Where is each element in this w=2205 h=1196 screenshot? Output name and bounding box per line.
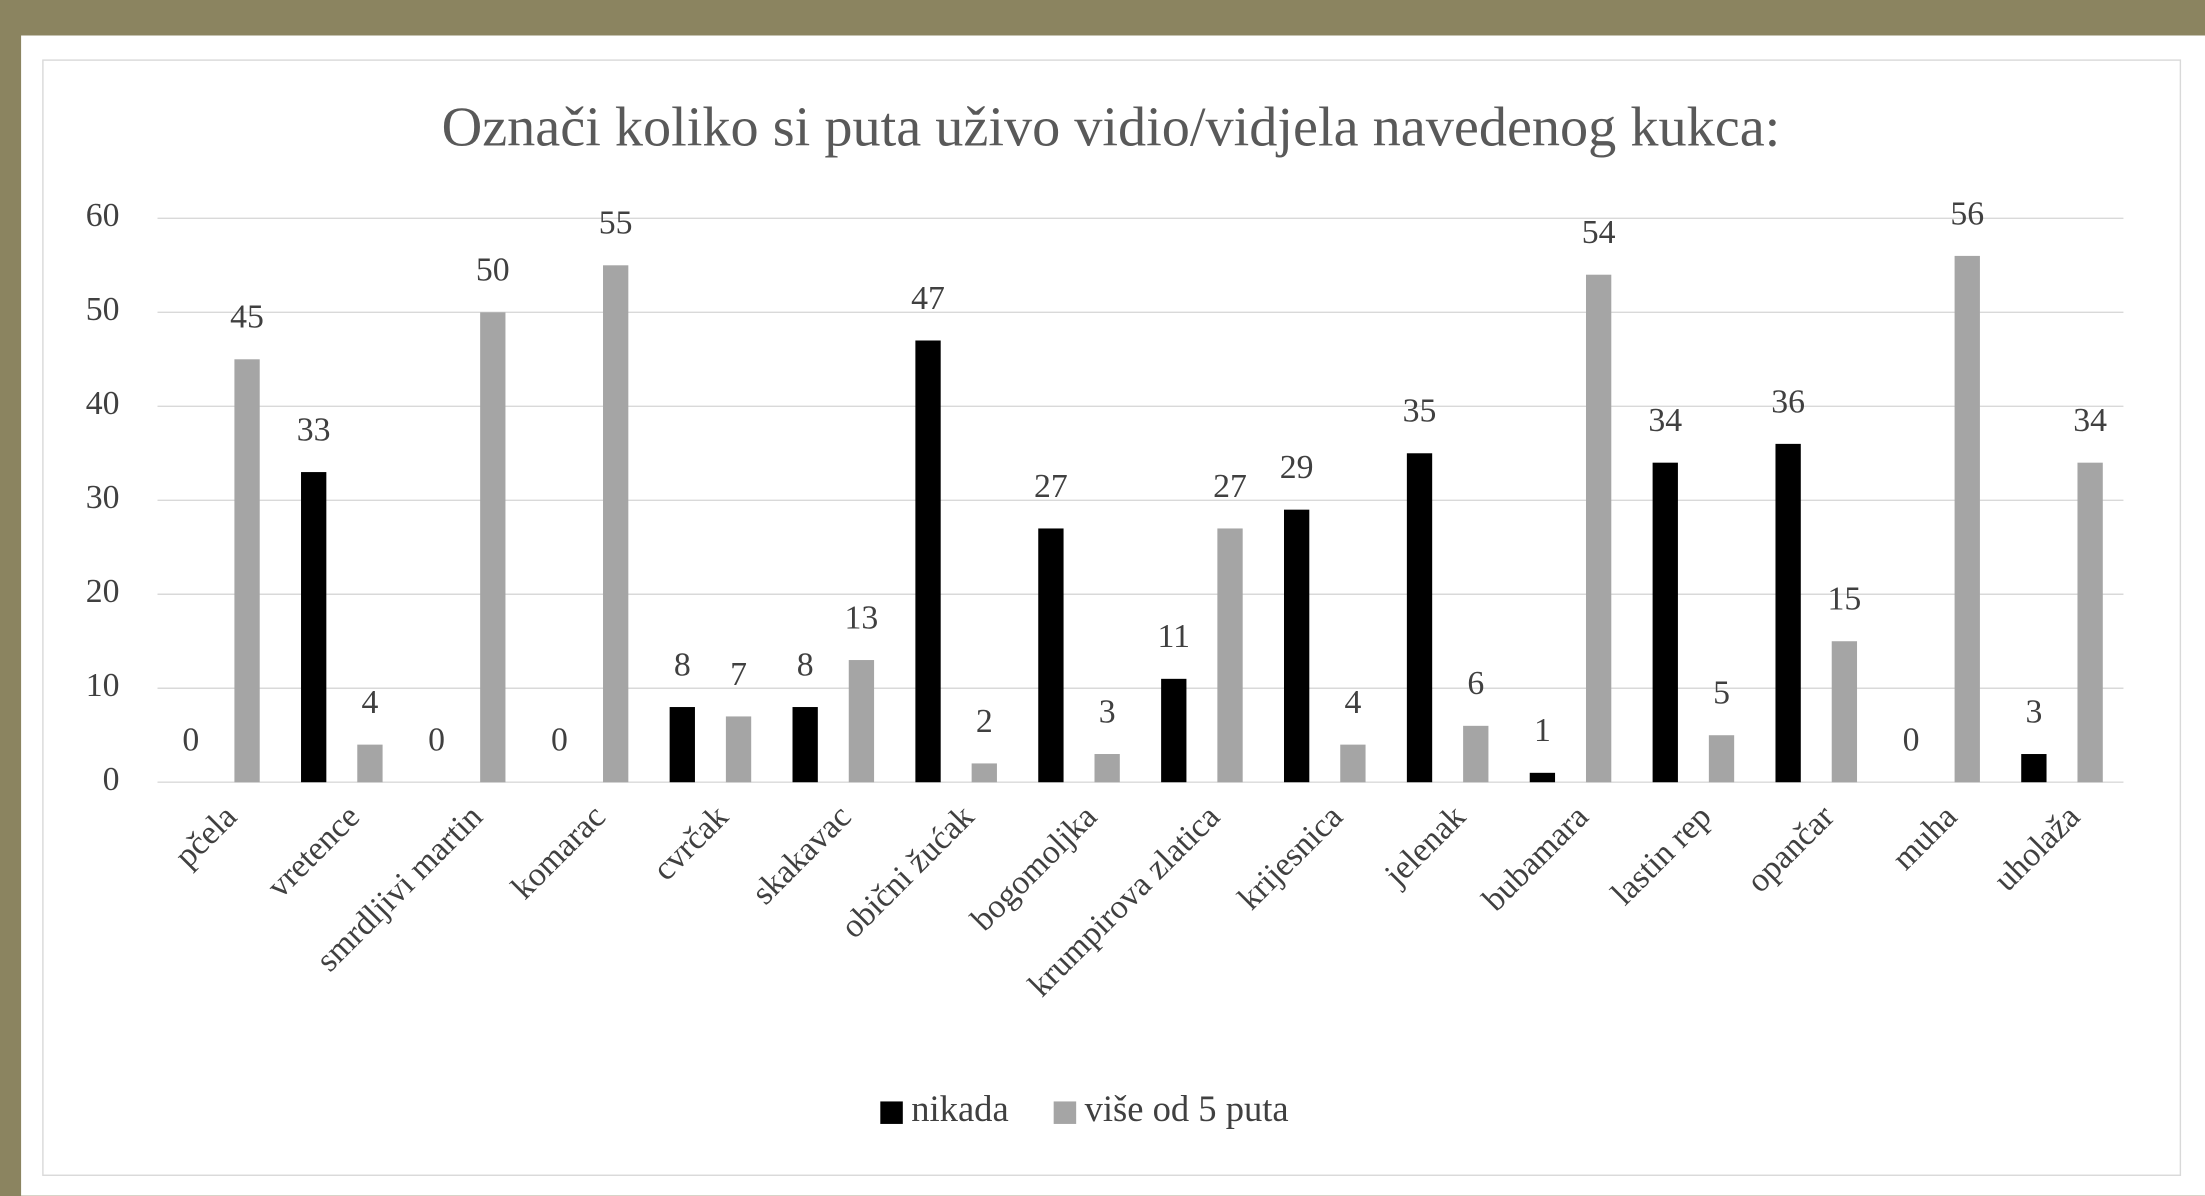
bar bbox=[2077, 462, 2103, 783]
chart-frame bbox=[42, 59, 2182, 1176]
bar bbox=[792, 707, 818, 783]
legend-label: više od 5 puta bbox=[1085, 1088, 1289, 1129]
data-label: 0 bbox=[1903, 722, 1920, 759]
bar bbox=[480, 312, 506, 783]
data-label: 34 bbox=[2073, 402, 2107, 439]
bar bbox=[1283, 509, 1310, 783]
legend-swatch bbox=[880, 1101, 903, 1124]
y-tick-label: 60 bbox=[86, 197, 120, 234]
data-label: 6 bbox=[1467, 665, 1484, 702]
data-label: 29 bbox=[1280, 449, 1314, 486]
bar bbox=[1094, 754, 1120, 783]
bar bbox=[915, 340, 941, 783]
y-tick-label: 50 bbox=[86, 291, 120, 328]
data-label: 35 bbox=[1403, 393, 1437, 430]
y-tick-label: 20 bbox=[86, 573, 120, 610]
bar bbox=[1038, 528, 1064, 783]
y-tick-label: 0 bbox=[103, 761, 120, 798]
data-label: 50 bbox=[476, 252, 510, 289]
legend-label: nikada bbox=[911, 1088, 1008, 1129]
bar bbox=[1831, 641, 1858, 783]
bar bbox=[1217, 528, 1243, 783]
data-label: 56 bbox=[1950, 195, 1984, 232]
data-label: 1 bbox=[1534, 712, 1551, 749]
bar bbox=[848, 660, 875, 783]
bar bbox=[1708, 735, 1735, 783]
y-tick-label: 10 bbox=[86, 667, 120, 704]
data-label: 8 bbox=[797, 646, 814, 683]
data-label: 0 bbox=[551, 722, 568, 759]
panel bbox=[21, 35, 2205, 1196]
data-label: 3 bbox=[1099, 693, 1116, 730]
data-label: 27 bbox=[1034, 468, 1068, 505]
data-label: 45 bbox=[230, 299, 264, 336]
bar bbox=[1406, 453, 1433, 783]
data-label: 27 bbox=[1213, 468, 1247, 505]
data-label: 7 bbox=[730, 656, 747, 693]
bar bbox=[1652, 462, 1678, 783]
bar bbox=[1463, 725, 1489, 783]
y-tick-label: 30 bbox=[86, 479, 120, 516]
bar bbox=[971, 763, 997, 783]
data-label: 13 bbox=[845, 599, 879, 636]
data-label: 3 bbox=[2025, 693, 2042, 730]
y-tick-label: 40 bbox=[86, 385, 120, 422]
data-label: 0 bbox=[428, 722, 445, 759]
bar bbox=[669, 707, 695, 783]
bar bbox=[1954, 255, 1980, 783]
data-label: 55 bbox=[599, 205, 633, 242]
bar bbox=[2021, 754, 2047, 783]
data-label: 11 bbox=[1158, 618, 1191, 655]
bar bbox=[1529, 772, 1556, 783]
data-label: 33 bbox=[297, 411, 331, 448]
data-label: 47 bbox=[911, 280, 945, 317]
data-label: 4 bbox=[1344, 684, 1361, 721]
data-label: 0 bbox=[182, 722, 199, 759]
data-label: 54 bbox=[1582, 214, 1616, 251]
data-label: 15 bbox=[1828, 581, 1862, 618]
bar bbox=[301, 472, 327, 783]
data-label: 36 bbox=[1771, 383, 1805, 420]
bar bbox=[1775, 443, 1801, 783]
data-label: 4 bbox=[361, 684, 378, 721]
data-label: 34 bbox=[1648, 402, 1682, 439]
chart-title: Označi koliko si puta uživo vidio/vidjel… bbox=[442, 96, 1781, 158]
legend-swatch bbox=[1053, 1101, 1077, 1124]
data-label: 5 bbox=[1713, 675, 1730, 712]
bar bbox=[357, 744, 383, 783]
data-label: 8 bbox=[674, 646, 691, 683]
data-label: 2 bbox=[976, 703, 993, 740]
bar bbox=[1585, 274, 1612, 783]
bar bbox=[603, 265, 629, 783]
bar bbox=[234, 359, 260, 783]
bar bbox=[725, 716, 752, 783]
bar bbox=[1340, 744, 1366, 783]
bar bbox=[1161, 678, 1187, 783]
